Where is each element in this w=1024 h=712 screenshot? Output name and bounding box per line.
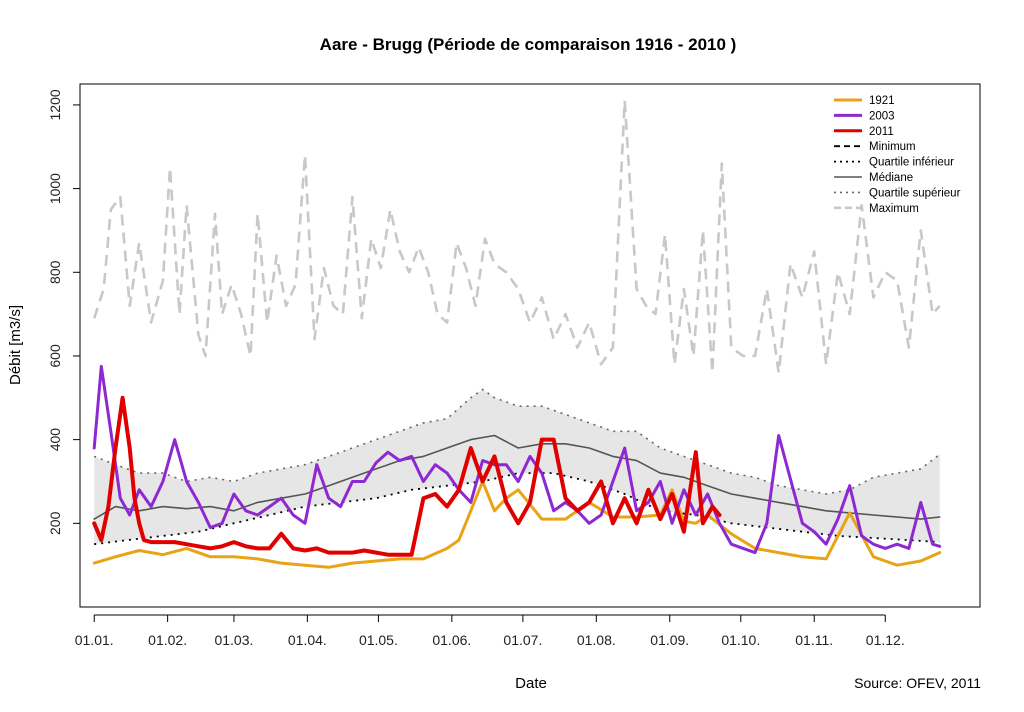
legend-label: Minimum [869,141,916,153]
x-tick-label: 01.02. [148,632,187,648]
y-tick-label: 600 [47,344,63,368]
legend-label: 2003 [869,110,895,122]
x-tick-label: 01.04. [288,632,327,648]
x-tick-label: 01.07. [503,632,542,648]
legend: 1921 2003 2011 Minimum Quartile inférieur Méd… [834,95,961,215]
x-tick-label: 01.05. [359,632,398,648]
legend-label: Quartile inférieur [869,157,954,169]
y-tick-label: 1200 [47,89,63,120]
chart-title: Aare - Brugg (Période de comparaison 191… [320,35,737,54]
legend-label: Médiane [869,172,913,184]
y-tick-label: 400 [47,428,63,452]
x-tick-label: 01.09. [650,632,689,648]
legend-label: 2011 [869,126,894,138]
x-tick-label: 01.11. [795,632,833,648]
plot-frame [79,83,981,608]
x-tick-label: 01.03. [214,632,253,648]
series-line-quartile-sup-rieur [93,388,941,495]
legend-label: Maximum [869,203,919,215]
x-tick-label: 01.06. [432,632,471,648]
x-tick-label: 01.01. [75,632,114,648]
series-line-m-diane [93,434,941,520]
series-line-2011 [92,395,722,557]
series-line-maximum [92,99,941,374]
source-note: Source: OFEV, 2011 [854,675,981,691]
y-tick-label: 200 [47,511,63,535]
x-tick-label: 01.10. [721,632,760,648]
x-tick-label: 01.08. [577,632,616,648]
y-tick-label: 800 [47,260,63,284]
series-line-2003 [92,364,942,555]
interquartile-band [94,389,940,545]
plot-area: 200 400 600 800 1000 1200 01.01. 01.02. 01.03. 01… [47,83,981,648]
series-line-quartile-inf-rieur [94,472,940,546]
legend-label: Quartile supérieur [869,187,961,199]
x-tick-label: 01.12. [866,632,905,648]
series-line-1921 [92,480,942,569]
y-tick-label: 1000 [47,173,63,204]
legend-label: 1921 [869,95,895,107]
x-axis-label: Date [515,675,547,692]
y-axis-label: Débit [m3/s] [7,305,24,385]
